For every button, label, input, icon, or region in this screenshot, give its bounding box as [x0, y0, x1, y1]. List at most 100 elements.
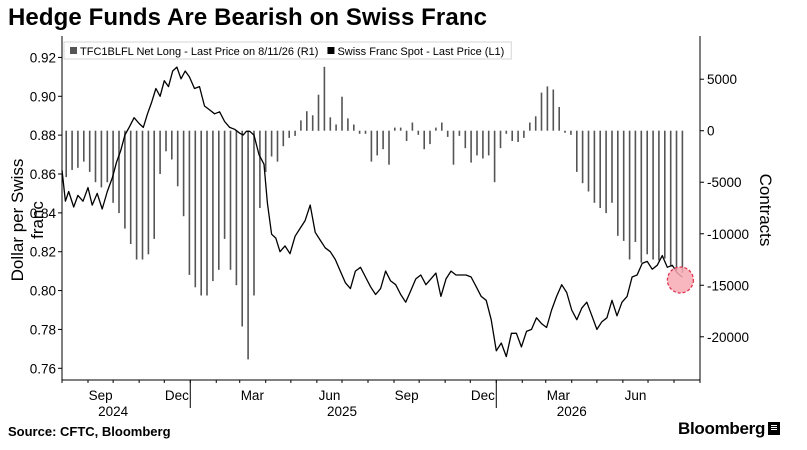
net-long-bar [435, 127, 437, 131]
net-long-bar [347, 118, 349, 131]
net-long-bar [71, 130, 73, 170]
legend-swatch-spot [327, 47, 335, 54]
net-long-bar [229, 130, 232, 270]
net-long-bar [546, 86, 549, 131]
net-long-bar [540, 92, 543, 131]
net-long-bar [129, 130, 132, 244]
net-long-bar [218, 130, 220, 270]
y-left-tick-label: 0.82 [30, 245, 56, 260]
net-long-bar [576, 130, 578, 172]
net-long-bar [487, 130, 490, 156]
net-long-bar [311, 115, 314, 131]
y-right-tick-label: 5000 [707, 72, 737, 87]
net-long-bar [429, 130, 431, 145]
x-year-label: 2024 [98, 404, 129, 419]
net-long-bar [341, 96, 343, 131]
net-long-bar [112, 130, 114, 203]
y-axis-left-label: Dollar per Swiss franc [8, 158, 47, 282]
y-left-tick-label: 0.80 [30, 284, 56, 299]
net-long-bar [617, 130, 619, 236]
net-long-bar [464, 130, 467, 149]
net-long-bar [206, 130, 208, 296]
y-left-tick-label: 0.84 [30, 206, 57, 221]
net-long-bar [399, 127, 402, 131]
x-tick-label: Jun [319, 388, 341, 403]
y-axis-right-label: Contracts [756, 173, 775, 247]
net-long-bar [288, 130, 290, 138]
y-right-tick-label: -15000 [707, 278, 749, 293]
net-long-bar [517, 130, 519, 142]
net-long-bar [611, 130, 613, 203]
net-long-bar [511, 130, 513, 141]
net-long-bar [634, 130, 637, 242]
net-long-bar [241, 130, 243, 327]
net-long-bar [405, 130, 408, 141]
net-long-bar [118, 130, 120, 214]
net-long-bar [270, 130, 273, 157]
net-long-bar [182, 130, 185, 217]
net-long-bar [669, 130, 672, 266]
chart-axes: 0.92 0.90 0.88 0.86 0.84 0.82 0.80 0.78 0.76 5000… [30, 36, 749, 419]
x-tick-label: Dec [471, 388, 495, 403]
net-long-bar [423, 130, 425, 150]
legend-box [63, 41, 512, 60]
net-long-bar [353, 124, 355, 131]
net-long-bar [259, 130, 261, 208]
net-long-bar [523, 130, 525, 138]
chart-title: Hedge Funds Are Bearish on Swiss Franc [8, 4, 488, 31]
net-long-bar [476, 130, 478, 156]
net-long-bar [441, 122, 443, 131]
net-long-bar [329, 117, 332, 131]
net-long-bar [135, 130, 138, 260]
net-long-bar [411, 122, 414, 131]
terminal-icon [768, 422, 781, 435]
net-long-bar [534, 116, 537, 131]
net-long-bar [141, 130, 144, 260]
y-right-tick-label: -5000 [707, 175, 742, 190]
x-tick-label: Jun [625, 388, 647, 403]
net-long-bar [599, 130, 601, 208]
x-tick-label: Sep [89, 388, 113, 403]
net-long-bar [652, 130, 654, 260]
x-tick-label: Sep [395, 388, 419, 403]
net-long-bar [253, 130, 255, 296]
net-long-bar [493, 130, 496, 183]
net-long-bar [88, 130, 91, 172]
net-long-bar [323, 66, 326, 131]
x-year-label: 2026 [557, 404, 587, 419]
net-long-bar [417, 130, 420, 135]
net-long-bar [452, 130, 455, 165]
net-long-bar [223, 130, 226, 239]
net-long-bar [622, 130, 625, 241]
legend-label-spot: Swiss Franc Spot - Last Price (L1) [337, 46, 504, 58]
net-long-bar [458, 130, 461, 136]
net-long-bar [171, 130, 173, 160]
net-long-bar [558, 107, 560, 131]
y-left-tick-label: 0.86 [30, 167, 56, 182]
net-long-bar [358, 130, 361, 134]
source-note: Source: CFTC, Bloomberg [8, 424, 171, 439]
net-long-bar [681, 130, 684, 273]
net-long-bars [65, 66, 684, 360]
net-long-bar [306, 111, 308, 131]
net-long-bar [675, 130, 678, 271]
net-long-bar [94, 130, 97, 183]
net-long-bar [499, 130, 502, 149]
net-long-bar [65, 130, 67, 178]
net-long-bar [646, 130, 648, 255]
net-long-bar [317, 94, 320, 131]
net-long-bar [188, 130, 191, 275]
net-long-bar [587, 130, 590, 192]
net-long-bar [147, 130, 150, 255]
net-long-bar [264, 130, 267, 172]
net-long-bar [370, 130, 373, 162]
net-long-bar [106, 130, 109, 183]
net-long-bar [564, 130, 566, 133]
net-long-bar [300, 120, 302, 131]
net-long-bar [153, 130, 155, 239]
net-long-bar [658, 130, 660, 261]
y-left-tick-label: 0.88 [30, 128, 56, 143]
net-long-bar [176, 130, 179, 187]
net-long-bar [294, 130, 296, 136]
net-long-bar [470, 130, 472, 163]
